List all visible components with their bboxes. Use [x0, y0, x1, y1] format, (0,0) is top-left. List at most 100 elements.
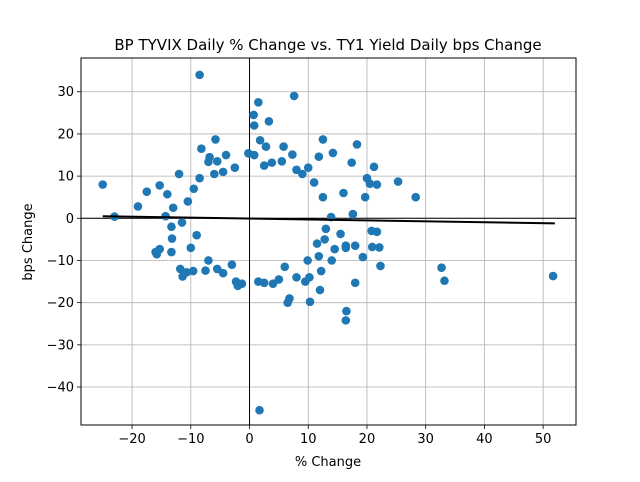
data-point — [374, 243, 384, 252]
data-point — [98, 180, 108, 189]
data-point — [314, 152, 324, 162]
data-point — [321, 224, 331, 234]
data-point — [188, 266, 198, 276]
y-tick-label: −30 — [47, 338, 74, 353]
data-point — [303, 163, 313, 172]
data-point — [255, 135, 265, 145]
data-points — [98, 70, 558, 415]
data-point — [259, 161, 269, 170]
data-point — [320, 235, 329, 244]
data-point — [358, 252, 368, 262]
data-point — [372, 227, 382, 237]
data-point — [264, 116, 274, 126]
data-point — [360, 192, 370, 202]
data-point — [201, 266, 210, 275]
y-tick-label: −40 — [47, 381, 74, 396]
data-point — [352, 140, 362, 149]
x-tick-label: 0 — [245, 432, 253, 447]
data-point — [280, 262, 290, 272]
data-point — [267, 158, 277, 167]
data-point — [249, 121, 259, 130]
data-point — [292, 273, 301, 282]
x-tick-label: 30 — [417, 432, 434, 447]
data-point — [376, 261, 385, 271]
data-point — [163, 189, 172, 199]
data-point — [283, 298, 292, 307]
data-point — [218, 268, 228, 278]
data-point — [197, 144, 206, 153]
data-point — [168, 203, 178, 213]
x-tick-label: 20 — [359, 432, 376, 447]
data-point — [133, 202, 143, 211]
data-point — [195, 70, 204, 80]
data-point — [350, 241, 360, 251]
x-axis-ticks: −20 −10 0 10 20 30 40 50 — [118, 425, 551, 447]
data-point — [316, 266, 326, 276]
data-point — [211, 135, 220, 144]
data-point — [249, 150, 259, 160]
data-point — [369, 162, 379, 172]
data-point — [268, 279, 278, 288]
data-point — [303, 256, 312, 265]
x-tick-label: 10 — [300, 432, 317, 447]
data-point — [328, 148, 338, 158]
data-point — [167, 222, 176, 232]
data-point — [204, 157, 213, 167]
data-point — [348, 209, 358, 219]
data-point — [218, 167, 228, 177]
data-point — [339, 188, 348, 198]
plot-frame — [80, 57, 577, 426]
regression-line — [102, 215, 555, 225]
data-point — [209, 169, 219, 179]
data-point — [175, 264, 185, 274]
data-point — [212, 157, 222, 166]
data-point — [174, 169, 184, 179]
data-point — [292, 165, 301, 175]
data-point — [279, 142, 288, 151]
data-point — [178, 272, 187, 281]
x-tick-label: 40 — [476, 432, 493, 447]
y-axis-label: bps Change — [21, 203, 36, 280]
data-point — [367, 242, 377, 252]
data-point — [195, 173, 204, 183]
data-point — [227, 260, 237, 270]
y-tick-label: 30 — [57, 85, 74, 100]
data-point — [183, 197, 193, 206]
data-point — [155, 181, 164, 190]
data-point — [186, 243, 196, 253]
x-axis-label: % Change — [295, 455, 361, 470]
data-point — [221, 150, 231, 160]
data-point — [289, 91, 299, 101]
data-point — [314, 251, 324, 261]
data-point — [341, 243, 351, 253]
data-point — [347, 158, 356, 167]
data-point — [152, 249, 162, 259]
y-tick-label: −10 — [47, 254, 74, 269]
data-point — [372, 180, 382, 189]
data-point — [312, 239, 322, 248]
y-axis-ticks: −40 −30 −20 −10 0 10 20 30 — [47, 85, 81, 396]
data-point — [192, 230, 201, 240]
data-point — [277, 157, 287, 166]
data-point — [288, 150, 297, 159]
y-tick-label: 0 — [66, 212, 74, 227]
data-point — [330, 244, 339, 254]
data-point — [336, 229, 345, 239]
data-point — [548, 271, 558, 281]
data-point — [167, 247, 176, 257]
data-point — [350, 278, 360, 288]
data-point — [305, 297, 315, 307]
x-tick-label: 50 — [535, 432, 552, 447]
data-point — [261, 142, 271, 151]
data-point — [341, 316, 351, 325]
y-tick-label: 10 — [57, 170, 74, 185]
data-point — [365, 179, 375, 189]
data-point — [318, 192, 328, 202]
x-tick-label: −20 — [118, 432, 145, 447]
y-tick-label: 20 — [57, 127, 74, 142]
data-point — [237, 279, 247, 288]
data-point — [249, 110, 258, 120]
data-point — [177, 218, 187, 227]
